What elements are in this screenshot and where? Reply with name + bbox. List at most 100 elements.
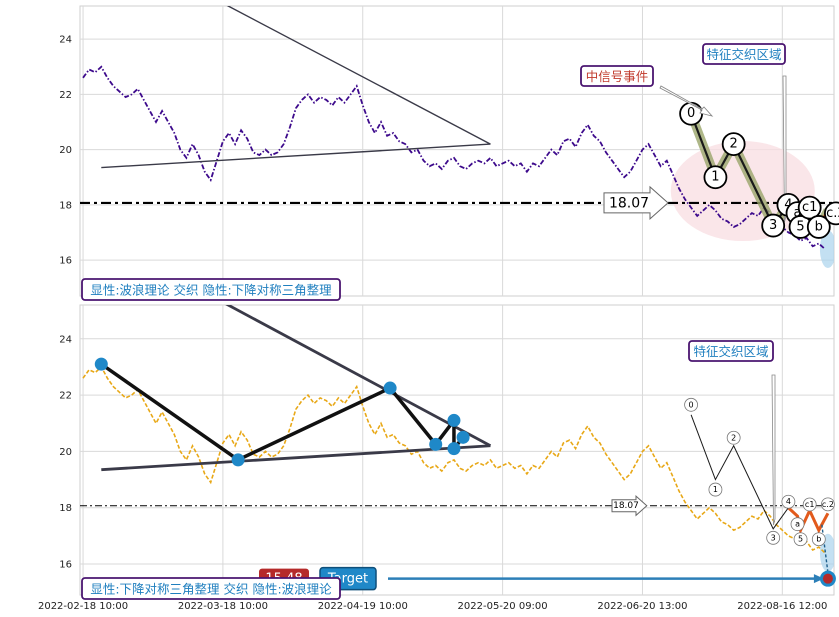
- wave-label-circle: [811, 532, 826, 547]
- feature-zone-tag: 特征交织区域: [702, 43, 786, 65]
- pattern-footer-tag-text: 显性:波浪理论 交织 隐性:下降对称三角整理: [90, 283, 332, 298]
- triangle-boundary-line: [101, 143, 491, 169]
- wave-label-circle: [797, 195, 822, 220]
- y-tick-label: 20: [59, 145, 72, 156]
- wave-label-3: 3: [771, 533, 776, 542]
- y-tick-label: 22: [59, 90, 72, 101]
- wave-label-3: 3: [769, 218, 777, 233]
- wave-label-circle: [802, 497, 817, 512]
- reference-value-callout: 18.07: [603, 185, 669, 221]
- wave-label-4: 4: [786, 497, 791, 506]
- feature-zone-tag: 特征交织区域: [688, 340, 774, 362]
- target-projection: [821, 524, 829, 573]
- pattern-footer-tag-box: [81, 278, 341, 301]
- x-tick-label: 2022-04-19 10:00: [318, 601, 408, 612]
- reference-value-box: [611, 495, 648, 517]
- wave-labels: 0 1 2 3 4 a 5 c1 b c.2: [684, 397, 835, 547]
- pivot-point: [447, 413, 461, 427]
- y-tick-label: 16: [59, 256, 72, 267]
- wave-label-5: 5: [796, 219, 804, 234]
- wave-label-circle: [790, 517, 805, 532]
- pivot-point: [447, 442, 461, 456]
- wave-label-0: 0: [687, 106, 695, 121]
- triangle-boundary-line: [101, 444, 491, 472]
- wave-label-circle: [806, 215, 831, 239]
- price-series-line: [82, 65, 826, 250]
- wave-label-1: 1: [713, 485, 718, 494]
- reference-value-text: 18.07: [613, 501, 639, 511]
- reference-value-callout: 18.07: [611, 495, 648, 517]
- y-tick-label: 20: [59, 447, 72, 458]
- y-tick-label: 18: [59, 503, 72, 514]
- target-point-core: [822, 573, 833, 584]
- reference-value-box: [603, 185, 669, 221]
- wave-label-circle: [726, 430, 741, 445]
- y-tick-label: 24: [59, 35, 72, 46]
- wave-label-5: 5: [798, 535, 803, 544]
- pivot-point: [383, 381, 397, 395]
- feature-zone-tag-text: 特征交织区域: [706, 47, 781, 62]
- feature-zone-pointer: [771, 374, 776, 526]
- pivot-point: [231, 453, 245, 467]
- feature-zone-tag-box: [688, 340, 774, 362]
- wave-label-2: 2: [731, 433, 736, 442]
- pattern-footer-tag-text: 显性:下降对称三角整理 交织 隐性:波浪理论: [90, 582, 332, 597]
- wave-label-c1: c1: [802, 200, 817, 215]
- wave-label-b: b: [815, 219, 823, 234]
- x-tick-label: 2022-03-18 10:00: [178, 601, 268, 612]
- y-tick-label: 16: [59, 560, 72, 571]
- wave-label-b: b: [816, 535, 821, 544]
- y-tick-label: 18: [59, 200, 72, 211]
- signal-event-tag: 中信号事件: [580, 65, 654, 87]
- feature-zone-tag-box: [702, 43, 786, 65]
- wave-label-circle: [708, 482, 723, 497]
- wave-label-0: 0: [689, 400, 694, 409]
- wave-label-c1: c1: [805, 500, 815, 509]
- wave-label-a: a: [794, 206, 802, 221]
- projection-cone: [819, 230, 834, 269]
- x-tick-label: 2022-08-16 12:00: [737, 601, 827, 612]
- price-series-line: [82, 365, 826, 554]
- signal-event-arrow: [659, 85, 714, 117]
- wave-label-circle: [824, 201, 839, 226]
- pattern-footer-tag-box: [81, 577, 341, 600]
- x-axis: 2022-02-18 10:00 2022-03-18 10:00 2022-04-…: [38, 601, 827, 612]
- wave-label-a: a: [795, 520, 800, 529]
- triangle-boundary-line: [225, 305, 492, 448]
- wave-label-circle: [781, 494, 796, 509]
- correction-wave-line: [787, 506, 830, 535]
- pivot-point: [94, 357, 108, 371]
- x-tick-label: 2022-06-20 13:00: [597, 601, 687, 612]
- x-tick-label: 2022-02-18 10:00: [38, 601, 128, 612]
- pivot-point: [429, 437, 443, 451]
- triangle-boundary-line: [226, 6, 491, 145]
- bottom-panel: 161820222415.48Target01234a5c1bc.218.07特…: [59, 304, 836, 600]
- signal-event-tag-box: [580, 65, 654, 87]
- feature-zone-tag-text: 特征交织区域: [693, 344, 768, 359]
- wave-label-circle: [793, 532, 808, 547]
- wave-label-circle: [766, 530, 781, 545]
- wave-label-2: 2: [730, 137, 738, 152]
- x-tick-label: 2022-05-20 09:00: [458, 601, 548, 612]
- pivot-point: [456, 430, 470, 444]
- reference-value-text: 18.07: [609, 195, 649, 211]
- wave-label-1: 1: [711, 170, 719, 185]
- y-tick-label: 22: [59, 391, 72, 402]
- signal-event-tag-text: 中信号事件: [586, 69, 649, 84]
- y-tick-label: 24: [59, 334, 72, 345]
- wave-label-circle: [821, 497, 835, 512]
- target-arrow-head: [813, 574, 824, 584]
- impulse-wave-line: [690, 414, 789, 530]
- wave-label-circle: [684, 397, 699, 412]
- wave-label-circle: [761, 213, 786, 238]
- pattern-footer-tag: 显性:下降对称三角整理 交织 隐性:波浪理论: [81, 577, 341, 600]
- wave-label-c2: c.2: [826, 206, 839, 221]
- pattern-footer-tag: 显性:波浪理论 交织 隐性:下降对称三角整理: [81, 278, 341, 301]
- wave-label-circle: [703, 165, 728, 190]
- wave-label-4: 4: [784, 197, 792, 212]
- wave-label-circle: [721, 132, 746, 156]
- wave-label-c2: c.2: [822, 500, 834, 509]
